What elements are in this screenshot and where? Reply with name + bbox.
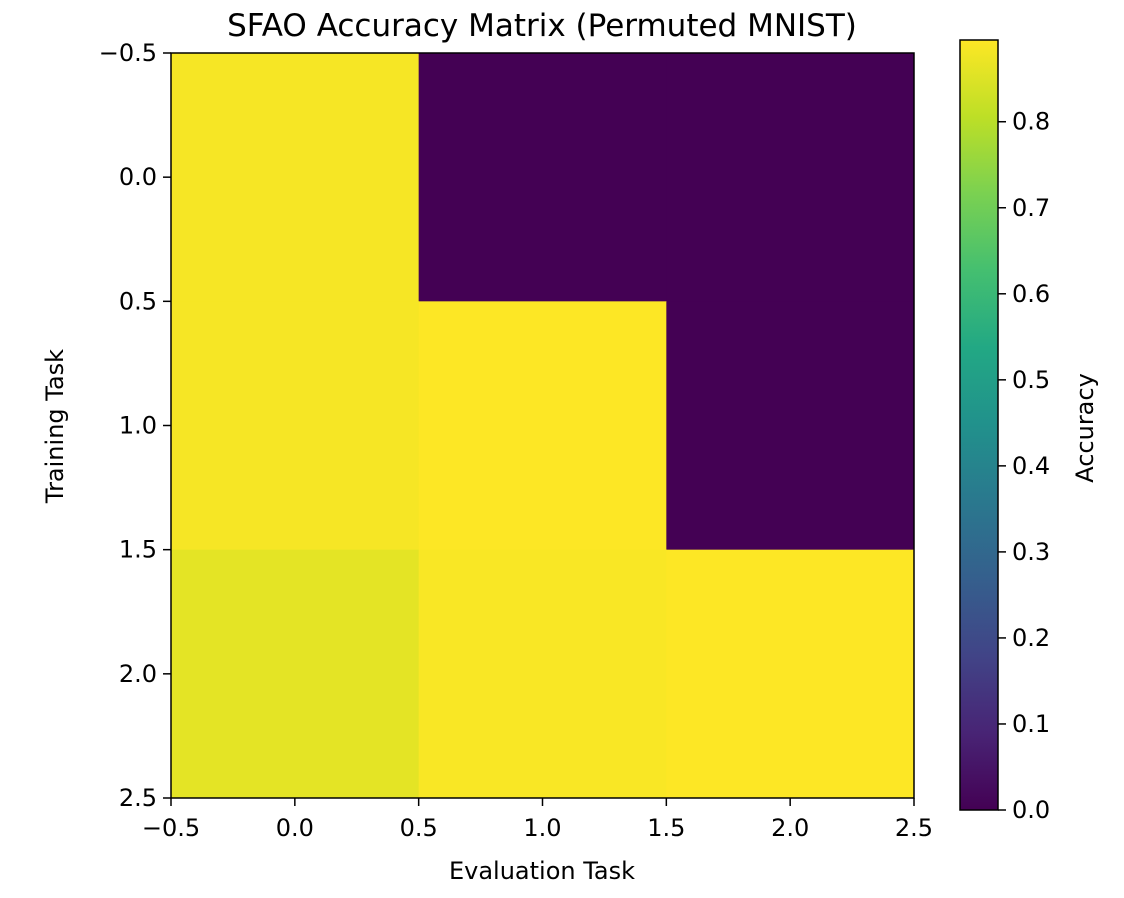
x-tick-label: 2.0 [771, 814, 809, 842]
colorbar-label: Accuracy [1071, 373, 1099, 483]
y-tick-label: 1.5 [119, 536, 157, 564]
heatmap-cells [171, 53, 915, 799]
x-tick-label: 1.5 [647, 814, 685, 842]
colorbar-tick-label: 0.1 [1012, 710, 1050, 738]
y-tick-label: 1.0 [119, 412, 157, 440]
heatmap-cell-0-0 [171, 53, 420, 302]
colorbar-tick-label: 0.2 [1012, 624, 1050, 652]
y-tick-label: 2.5 [119, 784, 157, 812]
y-tick-label: 0.0 [119, 163, 157, 191]
x-tick-label: 2.5 [895, 814, 933, 842]
heatmap-cell-1-2 [666, 301, 915, 551]
colorbar-tick-label: 0.4 [1012, 452, 1050, 480]
heatmap-cell-0-2 [666, 53, 915, 302]
y-axis: −0.5 0.0 0.5 1.0 1.5 2.0 2.5 [99, 39, 171, 812]
colorbar-tick-label: 0.0 [1012, 796, 1050, 824]
y-tick-label: 0.5 [119, 287, 157, 315]
x-tick-label: −0.5 [142, 814, 200, 842]
chart-title: SFAO Accuracy Matrix (Permuted MNIST) [227, 8, 857, 44]
x-tick-label: 0.5 [400, 814, 438, 842]
heatmap-cell-1-1 [418, 301, 667, 551]
y-tick-label: 2.0 [119, 660, 157, 688]
colorbar-tick-label: 0.8 [1012, 108, 1050, 136]
colorbar-tick-label: 0.5 [1012, 366, 1050, 394]
x-tick-label: 1.0 [523, 814, 561, 842]
x-tick-label: 0.0 [276, 814, 314, 842]
y-axis-label: Training Task [41, 349, 69, 504]
colorbar-tick-label: 0.3 [1012, 538, 1050, 566]
heatmap-cell-2-2 [666, 549, 915, 799]
heatmap-cell-1-0 [171, 301, 420, 551]
colorbar-ticks: 0.0 0.1 0.2 0.3 0.4 0.5 0.6 0.7 0.8 [998, 108, 1050, 824]
heatmap-cell-2-1 [418, 549, 667, 799]
colorbar-tick-label: 0.6 [1012, 280, 1050, 308]
heatmap-cell-0-1 [418, 53, 667, 302]
x-axis-label: Evaluation Task [449, 857, 635, 885]
colorbar-tick-label: 0.7 [1012, 194, 1050, 222]
colorbar [959, 39, 999, 811]
y-tick-label: −0.5 [99, 39, 157, 67]
heatmap-cell-2-0 [171, 549, 420, 799]
x-axis: −0.5 0.0 0.5 1.0 1.5 2.0 2.5 [142, 798, 933, 842]
